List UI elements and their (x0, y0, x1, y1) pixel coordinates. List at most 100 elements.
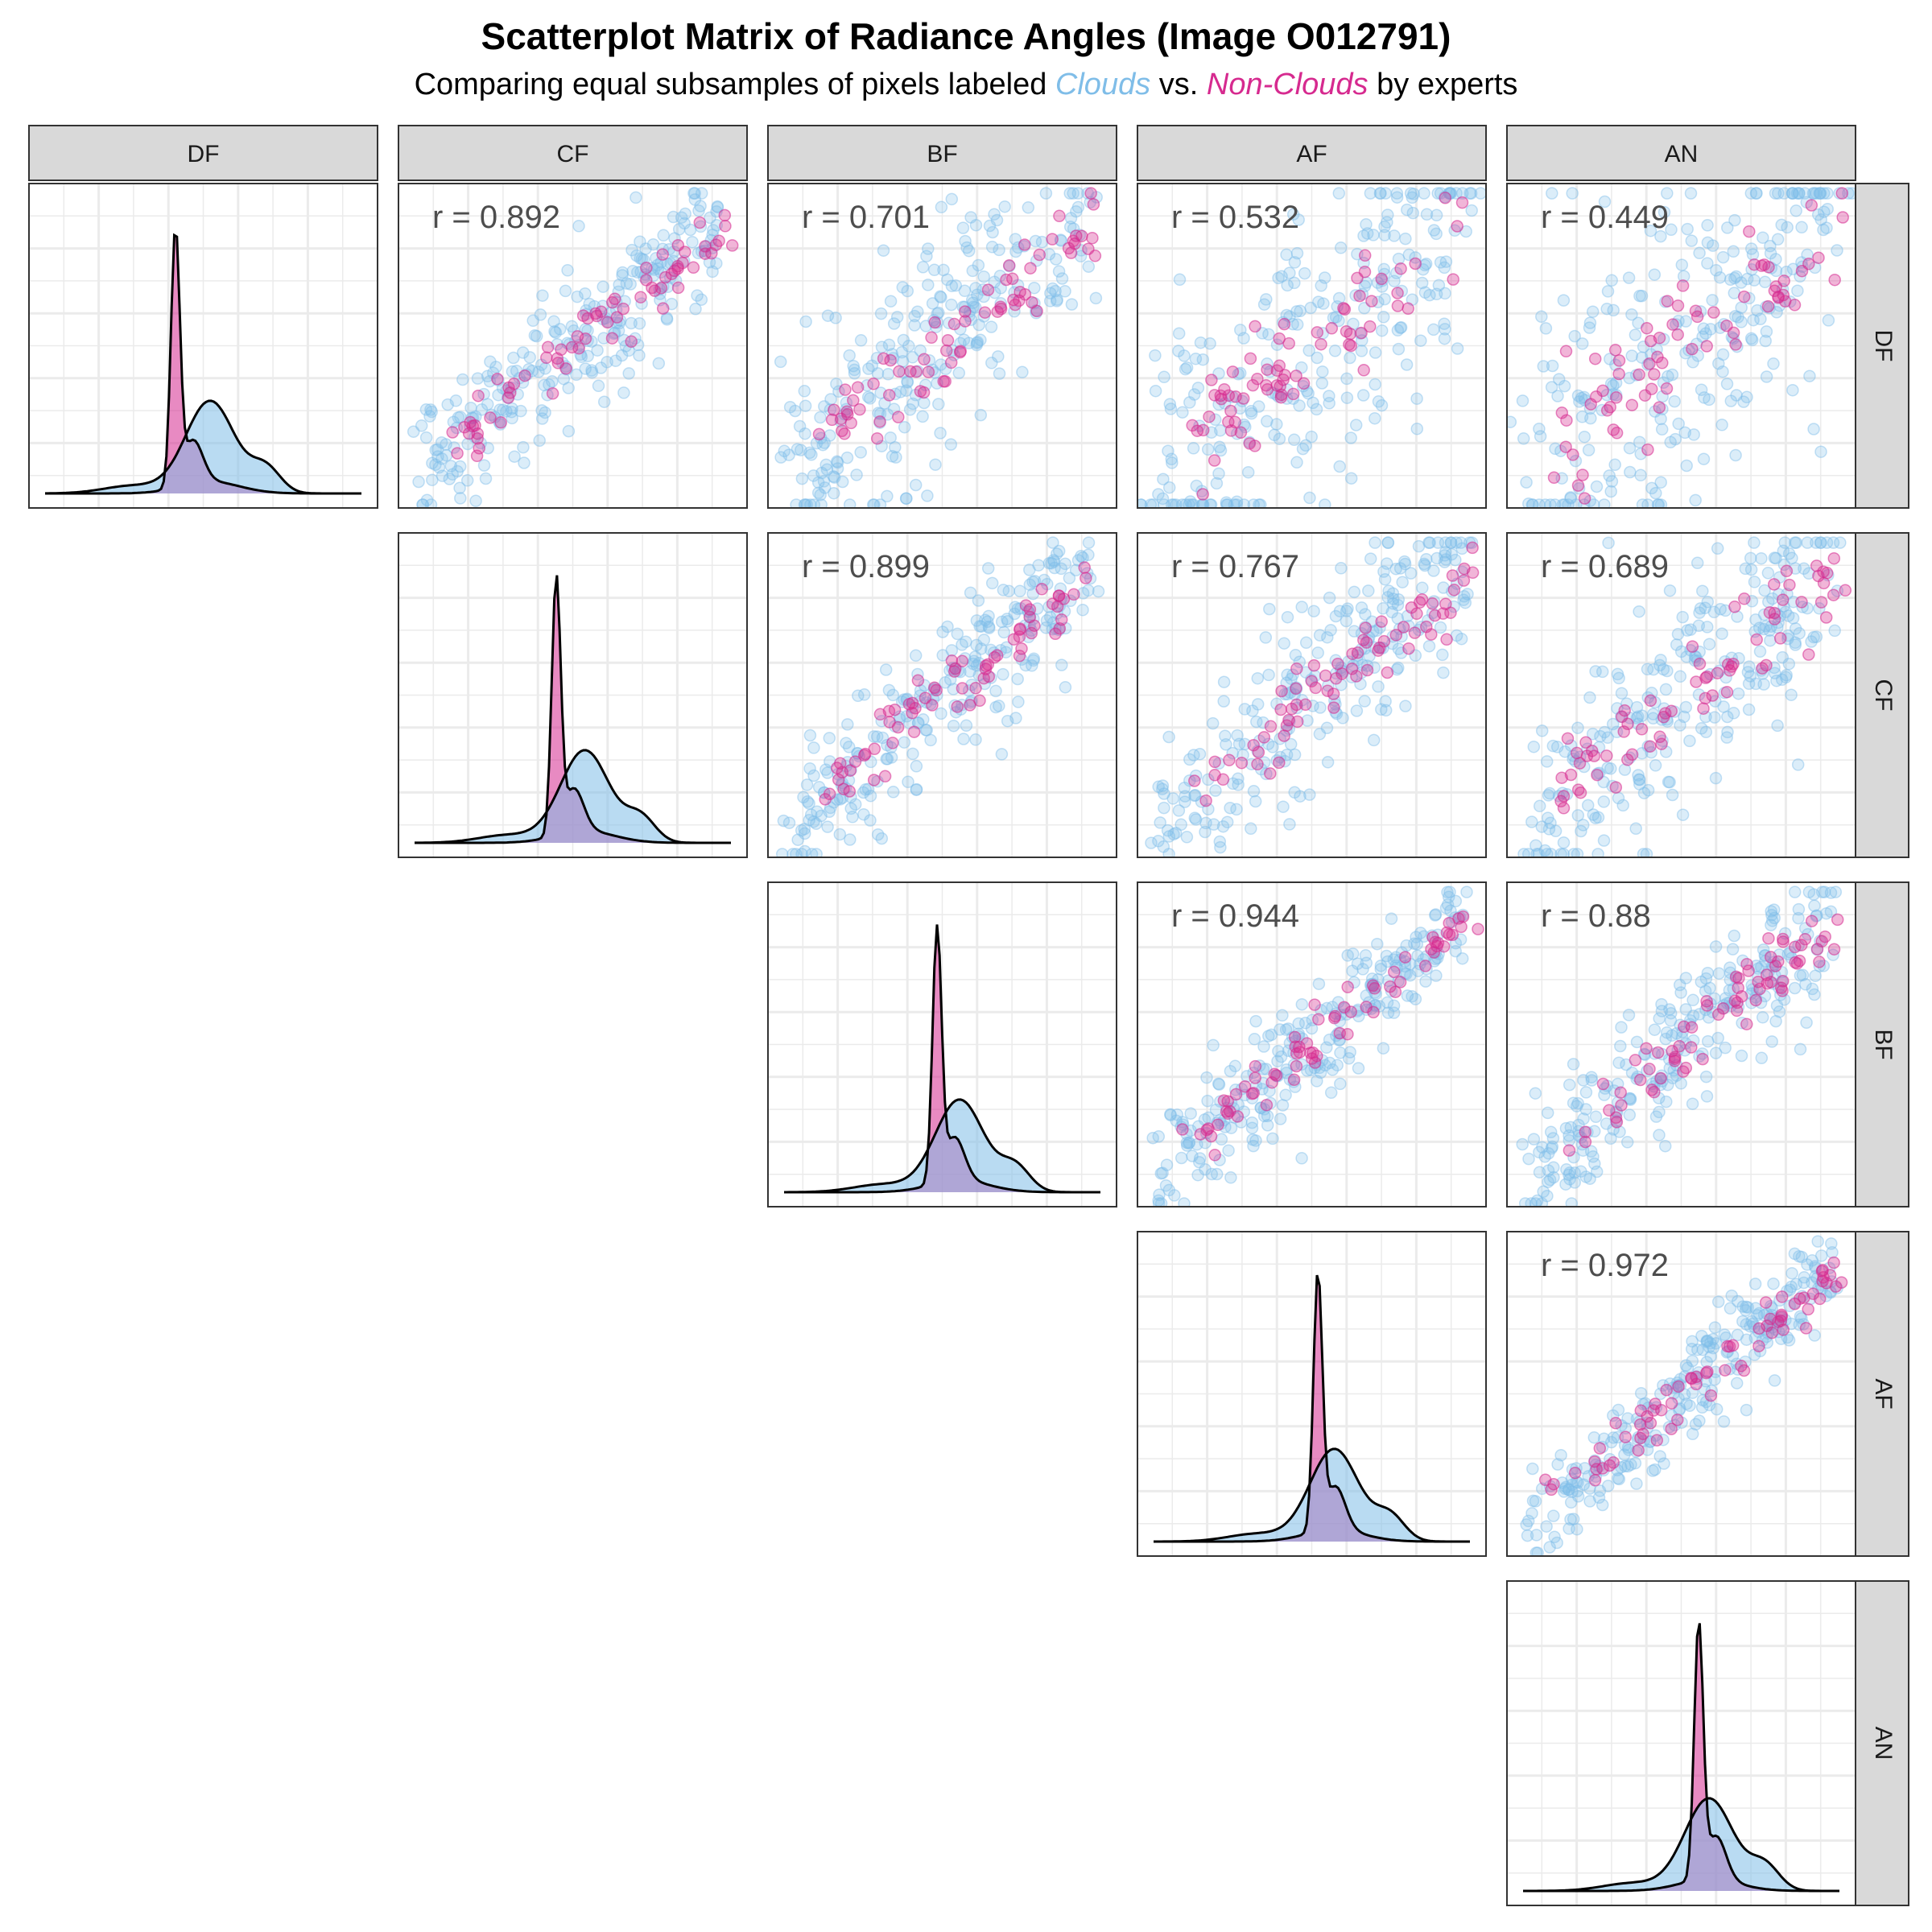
clouds-point (1199, 1162, 1212, 1176)
clouds-point (1516, 1137, 1529, 1151)
clouds-point (1591, 848, 1604, 857)
clouds-point (1076, 603, 1089, 617)
clouds-point (1782, 1334, 1796, 1347)
clouds-point (1387, 953, 1401, 966)
clouds-point (1564, 1121, 1578, 1134)
clouds-point (1558, 1482, 1572, 1496)
clouds-point (508, 450, 521, 463)
clouds-point (517, 440, 530, 454)
clouds-point (1811, 1235, 1824, 1248)
clouds-point (1329, 609, 1343, 623)
non-clouds-point (458, 420, 471, 434)
clouds-point (1230, 803, 1243, 816)
clouds-point (1820, 906, 1833, 920)
correlation-label: r = 0.532 (1171, 200, 1299, 235)
clouds-point (1604, 1132, 1617, 1146)
clouds-point (1438, 332, 1451, 345)
clouds-point (997, 584, 1010, 597)
clouds-point (1633, 605, 1645, 618)
non-clouds-point (1629, 1054, 1642, 1067)
non-clouds-point (540, 351, 553, 365)
non-clouds-point (1728, 994, 1742, 1008)
clouds-point (1701, 595, 1715, 609)
clouds-point (1035, 235, 1049, 249)
clouds-point (1404, 968, 1417, 982)
non-clouds-points (1547, 187, 1849, 505)
clouds-point (1556, 498, 1570, 508)
non-clouds-point (1666, 318, 1679, 331)
clouds-point (1644, 224, 1657, 237)
clouds-point (1742, 677, 1756, 691)
clouds-point (1542, 823, 1556, 836)
clouds-point (1614, 1039, 1627, 1053)
clouds-point (601, 355, 613, 369)
clouds-point (1162, 1183, 1176, 1197)
clouds-point (1717, 1415, 1731, 1428)
non-clouds-point (719, 220, 732, 233)
clouds-point (1286, 392, 1300, 405)
non-clouds-point (1720, 685, 1734, 699)
non-clouds-point (1768, 606, 1781, 620)
non-clouds-point (1756, 662, 1769, 675)
clouds-point (1740, 1333, 1753, 1346)
clouds-point (1749, 1302, 1762, 1315)
clouds-point (1230, 498, 1243, 508)
clouds-point (1398, 555, 1411, 568)
clouds-point (1579, 1103, 1592, 1116)
clouds-point (1659, 1032, 1672, 1046)
clouds-point (672, 223, 686, 236)
clouds-point (1191, 1168, 1204, 1182)
clouds-point (1653, 1387, 1667, 1401)
non-clouds-point (1228, 415, 1241, 429)
clouds-point (1701, 1334, 1715, 1348)
clouds-point (1542, 1164, 1555, 1177)
clouds-point (1646, 1464, 1659, 1477)
clouds-point (1716, 365, 1729, 378)
clouds-point (634, 252, 646, 265)
clouds-point (1248, 1033, 1261, 1046)
non-clouds-point (1287, 1073, 1301, 1087)
non-clouds-point (832, 773, 845, 786)
clouds-point (1404, 187, 1418, 200)
clouds-point (854, 334, 868, 347)
clouds-point (1649, 1463, 1662, 1476)
clouds-point (1436, 648, 1449, 662)
clouds-point (1576, 819, 1590, 832)
clouds-point (798, 385, 811, 398)
clouds-point (807, 815, 820, 828)
clouds-point (906, 747, 919, 761)
clouds-point (982, 609, 995, 623)
non-clouds-point (1251, 758, 1264, 771)
clouds-point (679, 207, 691, 221)
row-strip-af: AF (1855, 1231, 1909, 1557)
non-clouds-point (1653, 331, 1666, 345)
non-clouds-point (1608, 344, 1622, 357)
clouds-point (1740, 1318, 1753, 1331)
clouds-point (1311, 351, 1323, 365)
clouds-point (993, 700, 1005, 712)
clouds-point (1701, 966, 1715, 980)
non-clouds-point (1831, 913, 1844, 927)
column-strip-label: AN (1665, 141, 1699, 167)
clouds-point (1261, 737, 1275, 750)
clouds-point (1260, 293, 1273, 306)
non-clouds-point (1345, 663, 1359, 675)
clouds-point (947, 719, 960, 733)
clouds-point (1517, 432, 1530, 445)
clouds-point (1703, 638, 1716, 650)
clouds-point (1571, 1522, 1583, 1536)
non-clouds-point (1711, 1008, 1725, 1022)
non-clouds-point (1818, 930, 1831, 943)
clouds-point (1680, 650, 1693, 663)
non-clouds-point (1817, 576, 1831, 590)
clouds-point (782, 816, 796, 829)
non-clouds-point (541, 341, 555, 354)
clouds-point (1542, 811, 1554, 824)
clouds-point (789, 404, 802, 418)
non-clouds-point (1338, 303, 1352, 316)
non-clouds-point (1644, 694, 1657, 708)
clouds-point (1592, 1491, 1606, 1505)
clouds-point (710, 257, 723, 270)
clouds-point (1270, 418, 1283, 431)
non-clouds-point (1839, 584, 1852, 597)
